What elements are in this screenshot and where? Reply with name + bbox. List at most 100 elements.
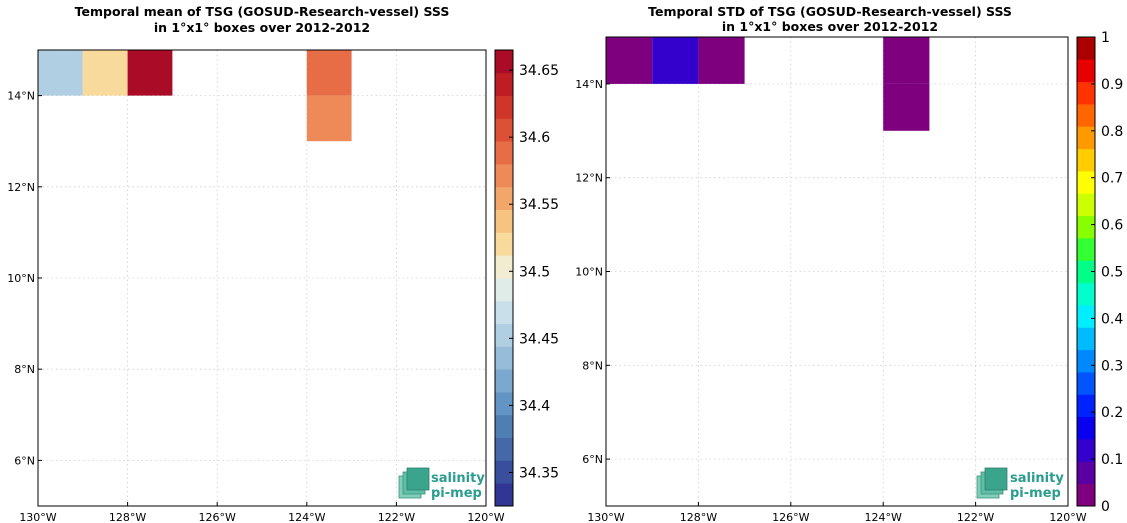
colorbar-tick-label: 0.1	[1101, 452, 1123, 468]
colorbar-segment	[495, 255, 513, 279]
mean-title: Temporal mean of TSG (GOSUD-Research-ves…	[75, 4, 450, 19]
colorbar-tick-label: 0.8	[1101, 124, 1123, 140]
x-tick-label: 126°W	[772, 511, 809, 523]
colorbar-segment	[1077, 59, 1095, 83]
colorbar-segment	[495, 164, 513, 188]
std-cell	[652, 37, 699, 84]
colorbar-segment	[1077, 193, 1095, 217]
x-tick-label: 130°W	[19, 511, 56, 523]
colorbar-segment	[495, 118, 513, 142]
y-tick-label: 14°N	[575, 78, 603, 91]
colorbar-segment	[1077, 238, 1095, 261]
colorbar-tick-label: 0	[1101, 499, 1110, 515]
mean-cell	[82, 50, 128, 96]
colorbar-segment	[495, 300, 513, 324]
colorbar-segment	[1077, 37, 1095, 60]
colorbar-segment	[1077, 148, 1095, 172]
x-tick-label: 130°W	[587, 511, 624, 523]
mean-plot-frame	[37, 49, 487, 507]
colorbar-segment	[495, 460, 513, 484]
colorbar-tick-label: 0.9	[1101, 77, 1123, 93]
salinity-logo-icon	[976, 467, 1008, 499]
std-y-ticks: 6°N 8°N 10°N 12°N 14°N	[575, 78, 610, 466]
x-tick-label: 120°W	[467, 511, 504, 523]
colorbar-segment	[495, 50, 513, 74]
std-cell	[606, 37, 653, 84]
std-cell	[883, 83, 930, 131]
colorbar-frame	[494, 49, 514, 507]
colorbar-segment	[1077, 81, 1095, 105]
mean-x-ticks: 130°W 128°W 126°W 124°W 122°W 120°W	[19, 502, 505, 523]
colorbar-segment	[495, 483, 513, 507]
mean-cell	[127, 50, 173, 96]
std-grid	[605, 37, 1069, 506]
colorbar-segment	[495, 323, 513, 347]
std-x-ticks: 130°W 128°W 126°W 124°W 122°W 120°W	[587, 502, 1087, 523]
std-cells	[606, 37, 930, 131]
colorbar-segment	[1077, 305, 1095, 328]
logo-line2: pi-mep	[1010, 486, 1061, 501]
x-tick-label: 124°W	[865, 511, 902, 523]
colorbar-segment	[1077, 126, 1095, 150]
y-tick-label: 14°N	[7, 90, 35, 103]
colorbar-segment	[1077, 171, 1095, 194]
colorbar-segment	[495, 186, 513, 210]
colorbar-segment	[495, 232, 513, 256]
std-panel: Temporal STD of TSG (GOSUD-Research-vess…	[575, 4, 1123, 523]
colorbar-segment	[495, 414, 513, 438]
std-cell	[883, 37, 930, 84]
colorbar-segment	[495, 346, 513, 370]
colorbar-tick-label: 0.7	[1101, 171, 1123, 187]
mean-colorbar-ticks: 34.35 34.4 34.45 34.5 34.55 34.6 34.65	[509, 63, 559, 481]
y-tick-label: 10°N	[575, 266, 603, 279]
x-tick-label: 126°W	[199, 511, 236, 523]
x-tick-label: 120°W	[1049, 511, 1086, 523]
mean-panel: Temporal mean of TSG (GOSUD-Research-ves…	[7, 4, 559, 523]
colorbar-tick-label: 0.5	[1101, 265, 1123, 281]
colorbar-tick-label: 34.4	[519, 398, 550, 414]
colorbar-segment	[1077, 349, 1095, 373]
x-tick-label: 122°W	[957, 511, 994, 523]
colorbar-segment	[1077, 104, 1095, 127]
colorbar-tick-label: 1	[1101, 30, 1110, 46]
x-tick-label: 124°W	[288, 511, 325, 523]
mean-cell	[306, 50, 352, 96]
colorbar-segment	[1077, 461, 1095, 485]
salinity-logo-icon	[398, 467, 430, 499]
x-tick-label: 122°W	[378, 511, 415, 523]
colorbar-segment	[1077, 372, 1095, 395]
logo-line1: salinity	[431, 471, 485, 486]
colorbar-segment	[1077, 416, 1095, 440]
y-tick-label: 8°N	[14, 363, 35, 376]
colorbar-segment	[1077, 260, 1095, 284]
std-colorbar	[1076, 36, 1096, 507]
std-logo: salinity pi-mep	[976, 467, 1064, 501]
colorbar-tick-label: 0.2	[1101, 405, 1123, 421]
x-tick-label: 128°W	[680, 511, 717, 523]
mean-logo: salinity pi-mep	[398, 467, 485, 501]
colorbar-segment	[495, 72, 513, 96]
colorbar-segment	[495, 95, 513, 119]
colorbar-segment	[495, 369, 513, 393]
colorbar-tick-label: 34.65	[519, 63, 559, 79]
y-tick-label: 12°N	[7, 181, 35, 194]
y-tick-label: 8°N	[582, 359, 603, 372]
x-tick-label: 128°W	[109, 511, 146, 523]
std-cell	[698, 37, 745, 84]
colorbar-tick-label: 0.4	[1101, 311, 1123, 327]
colorbar-segment	[1077, 394, 1095, 418]
std-subtitle: in 1°x1° boxes over 2012-2012	[722, 19, 938, 34]
mean-colorbar	[494, 49, 514, 507]
colorbar-tick-label: 34.6	[519, 130, 550, 146]
mean-cell	[306, 95, 352, 142]
mean-grid	[37, 50, 487, 506]
mean-cells	[38, 50, 352, 142]
colorbar-segment	[1077, 282, 1095, 306]
colorbar-segment	[1077, 215, 1095, 239]
colorbar-segment	[495, 392, 513, 416]
logo-line1: salinity	[1010, 471, 1064, 486]
mean-cell	[38, 50, 83, 96]
colorbar-segment	[495, 437, 513, 461]
colorbar-segment	[1077, 327, 1095, 351]
